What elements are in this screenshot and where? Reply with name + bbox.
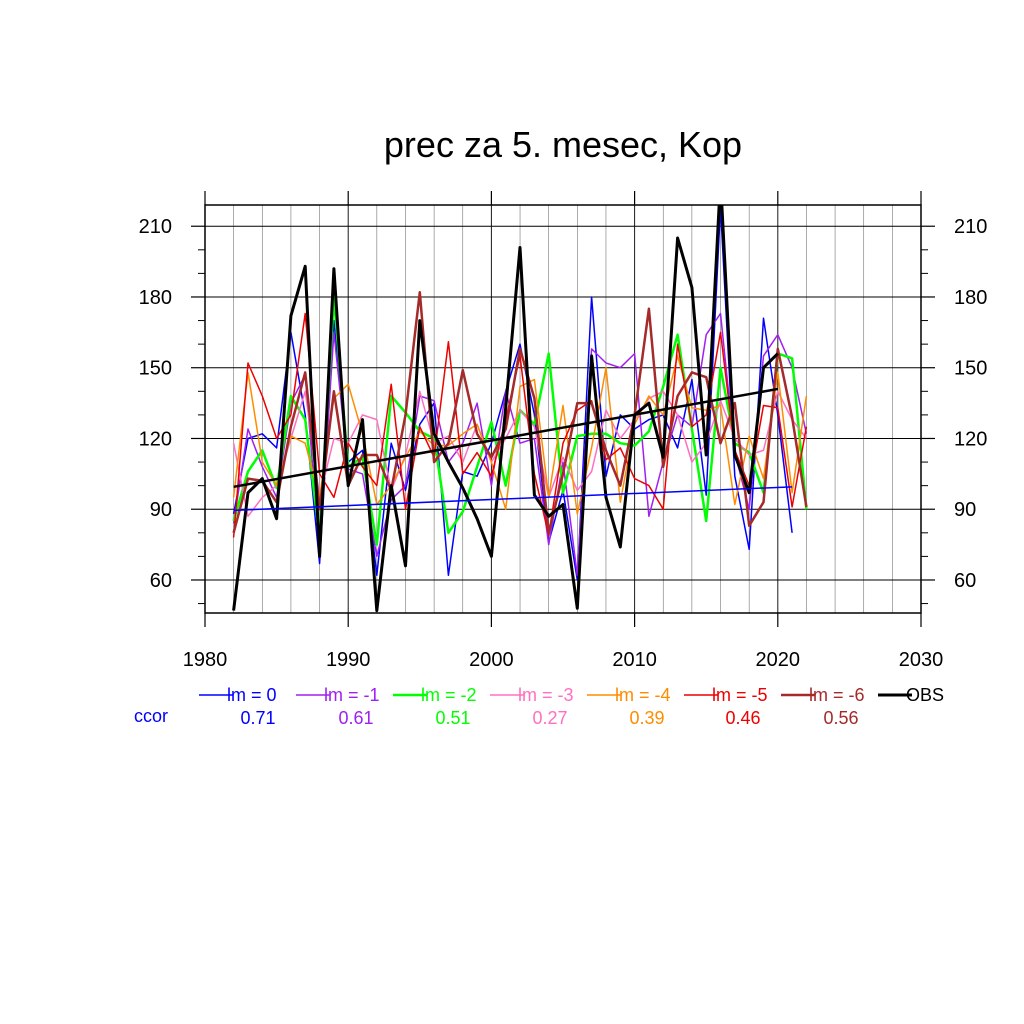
x-tick-label: 2030: [899, 649, 944, 671]
series-group: [232, 205, 808, 613]
y-tick-label-left: 210: [139, 216, 172, 238]
axes: 1980 1990 2000 2010 2020 2030 60 60 90 90 120 120 15…: [139, 191, 987, 671]
y-tick-label-left: 120: [139, 428, 172, 450]
y-tick-label-right: 210: [954, 216, 987, 238]
legend-label: lm = -6: [809, 685, 865, 705]
series-line-6: [232, 291, 808, 535]
x-tick-label: 2000: [469, 649, 514, 671]
y-tick-label-right: 180: [954, 287, 987, 309]
y-tick-label-left: 150: [139, 358, 172, 380]
x-tick-label: 2020: [756, 649, 801, 671]
y-tick-label-right: 60: [954, 570, 976, 592]
y-tick-label-right: 120: [954, 428, 987, 450]
legend-label: lm = -1: [324, 685, 380, 705]
plot-frame: [204, 204, 922, 614]
legend-label: lm = -4: [615, 685, 671, 705]
ccor-value: 0.39: [629, 708, 664, 728]
x-tick-label: 1990: [326, 649, 371, 671]
legend-label: lm = -5: [712, 685, 768, 705]
y-tick-label-right: 90: [954, 499, 976, 521]
y-tick-label-left: 60: [150, 570, 172, 592]
x-tick-label: 1980: [183, 649, 228, 671]
series-line-7: [232, 205, 779, 613]
legend-label: OBS: [906, 685, 944, 705]
ccor-value: 0.46: [725, 708, 760, 728]
ccor-value: 0.27: [532, 708, 567, 728]
legend-label: lm = -2: [421, 685, 477, 705]
ccor-label: ccor: [134, 706, 168, 726]
trend-line-0: [233, 387, 779, 489]
ccor-value: 0.71: [240, 708, 275, 728]
legend-label: lm = -3: [518, 685, 574, 705]
series-line-1: [232, 312, 808, 577]
ccor-value: 0.56: [823, 708, 858, 728]
y-tick-label-left: 90: [150, 499, 172, 521]
legend-label: lm = 0: [227, 685, 277, 705]
legend: lm = 0 0.71 lm = -1 0.61 lm = -2 0.51 lm = -3 0…: [134, 685, 944, 728]
trend-line-1: [233, 486, 793, 512]
plot-border: [204, 204, 922, 614]
y-tick-label-left: 180: [139, 287, 172, 309]
y-tick-label-right: 150: [954, 358, 987, 380]
ccor-value: 0.61: [338, 708, 373, 728]
ccor-value: 0.51: [435, 708, 470, 728]
chart-title: prec za 5. mesec, Kop: [384, 124, 742, 165]
series-line-3: [232, 390, 807, 518]
x-tick-label: 2010: [612, 649, 657, 671]
